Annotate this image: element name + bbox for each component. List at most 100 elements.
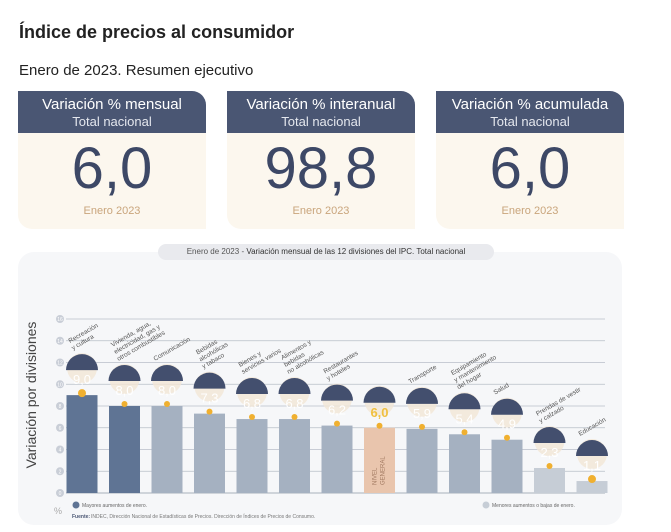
value-label: 6,0 bbox=[370, 405, 388, 420]
tick-marker bbox=[56, 358, 64, 367]
card-value: 6,0 bbox=[71, 136, 153, 201]
bar bbox=[364, 427, 395, 493]
value-label: 6,8 bbox=[285, 396, 303, 411]
value-dot bbox=[461, 429, 468, 436]
bar bbox=[449, 434, 480, 493]
card-monthly: Variación % mensual Total nacional 6,0 Ene… bbox=[18, 91, 206, 229]
value-dot bbox=[334, 420, 340, 427]
y-tick-label: 6 bbox=[59, 426, 62, 432]
value-label: 6,8 bbox=[243, 396, 261, 411]
value-dot bbox=[376, 422, 383, 429]
legend-high: Mayores aumentos de enero. bbox=[82, 503, 147, 509]
value-badge bbox=[321, 384, 353, 401]
value-label: 2,3 bbox=[540, 445, 558, 460]
value-dot bbox=[206, 408, 213, 415]
value-dot bbox=[546, 462, 553, 469]
value-badge bbox=[448, 393, 481, 410]
bar bbox=[491, 439, 523, 493]
bar bbox=[279, 419, 310, 493]
tick-marker bbox=[56, 402, 64, 410]
legend-low: Menores aumentos o bajas de enero. bbox=[492, 503, 575, 509]
bar bbox=[321, 425, 353, 493]
value-label: 6,2 bbox=[328, 403, 346, 418]
card-period: Enero 2023 bbox=[292, 205, 350, 217]
card-value: 6,0 bbox=[489, 136, 571, 201]
card-accumulated: Variación % acumulada Total nacional 6,0 E… bbox=[436, 91, 624, 229]
bar bbox=[534, 467, 565, 493]
tick-marker bbox=[56, 315, 64, 323]
y-tick-label: 16 bbox=[57, 317, 63, 323]
page-title: Índice de precios al consumidor bbox=[19, 22, 295, 42]
y-unit-label: % bbox=[54, 506, 62, 516]
value-label: 4,9 bbox=[498, 417, 516, 432]
card-scope: Total nacional bbox=[281, 114, 361, 129]
chart-title: Enero de 2023 - Variación mensual de las… bbox=[158, 244, 494, 260]
value-label: 5,4 bbox=[455, 411, 473, 426]
value-label: 1,1 bbox=[583, 458, 601, 473]
value-badge bbox=[406, 387, 438, 404]
tick-marker bbox=[56, 336, 64, 345]
value-dot bbox=[249, 414, 255, 421]
value-badge bbox=[363, 386, 396, 403]
legend-marker-high bbox=[72, 501, 80, 509]
card-period: Enero 2023 bbox=[83, 205, 141, 217]
tick-marker bbox=[56, 445, 64, 454]
bar bbox=[109, 406, 140, 493]
value-dot bbox=[78, 389, 86, 398]
bar bbox=[236, 419, 268, 493]
tick-marker bbox=[56, 380, 64, 389]
y-tick-label: 2 bbox=[59, 469, 62, 475]
bar bbox=[151, 406, 183, 493]
value-dot bbox=[164, 401, 170, 407]
value-badge bbox=[193, 372, 226, 389]
value-dot bbox=[588, 475, 596, 484]
value-dot bbox=[419, 423, 425, 430]
value-dot bbox=[121, 401, 128, 407]
card-label: Variación % acumulada bbox=[451, 96, 609, 113]
value-dot bbox=[291, 414, 298, 421]
category-label: Educación bbox=[578, 416, 608, 437]
y-tick-label: 12 bbox=[57, 361, 63, 367]
legend-marker-low bbox=[482, 501, 490, 509]
value-label: 8,0 bbox=[115, 383, 133, 398]
value-badge bbox=[151, 365, 183, 381]
bar bbox=[406, 428, 438, 493]
category-label: Transporte bbox=[408, 364, 439, 386]
y-tick-label: 4 bbox=[59, 448, 62, 454]
card-scope: Total nacional bbox=[72, 114, 152, 129]
y-tick-label: 8 bbox=[59, 404, 62, 410]
tick-marker bbox=[56, 423, 64, 432]
value-dot bbox=[504, 434, 510, 441]
chart-title-text: Variación mensual de las 12 divisiones d… bbox=[246, 247, 466, 256]
bar bbox=[194, 413, 225, 493]
value-label: 7,3 bbox=[200, 391, 218, 406]
tick-marker bbox=[56, 467, 64, 476]
bar bbox=[576, 481, 608, 493]
chart-title-period: Enero de 2023 bbox=[186, 247, 240, 256]
value-label: 5,9 bbox=[413, 406, 431, 421]
y-axis-label: Variación por divisiones bbox=[23, 322, 39, 469]
page-subtitle: Enero de 2023. Resumen ejecutivo bbox=[19, 62, 254, 79]
value-badge bbox=[491, 398, 523, 415]
tick-marker bbox=[56, 489, 64, 497]
value-badge bbox=[66, 354, 98, 371]
card-label: Variación % mensual bbox=[42, 96, 182, 113]
value-badge bbox=[533, 426, 566, 443]
card-period: Enero 2023 bbox=[501, 205, 559, 217]
source-label: Fuente: bbox=[72, 514, 90, 520]
card-yearly: Variación % interanual Total nacional 98,… bbox=[227, 91, 415, 229]
value-label: 9,0 bbox=[73, 372, 91, 387]
y-tick-label: 10 bbox=[57, 382, 63, 388]
bar bbox=[66, 395, 98, 493]
general-label: NIVEL bbox=[373, 467, 379, 485]
value-label: 8,0 bbox=[158, 383, 176, 398]
card-scope: Total nacional bbox=[490, 114, 570, 129]
value-badge bbox=[108, 365, 141, 381]
y-tick-label: 0 bbox=[59, 491, 62, 497]
source-text: INDEC, Dirección Nacional de Estadística… bbox=[91, 513, 315, 520]
value-badge bbox=[278, 378, 311, 395]
card-value: 98,8 bbox=[264, 136, 378, 201]
general-label: GENERAL bbox=[381, 456, 387, 485]
value-badge bbox=[236, 378, 268, 395]
